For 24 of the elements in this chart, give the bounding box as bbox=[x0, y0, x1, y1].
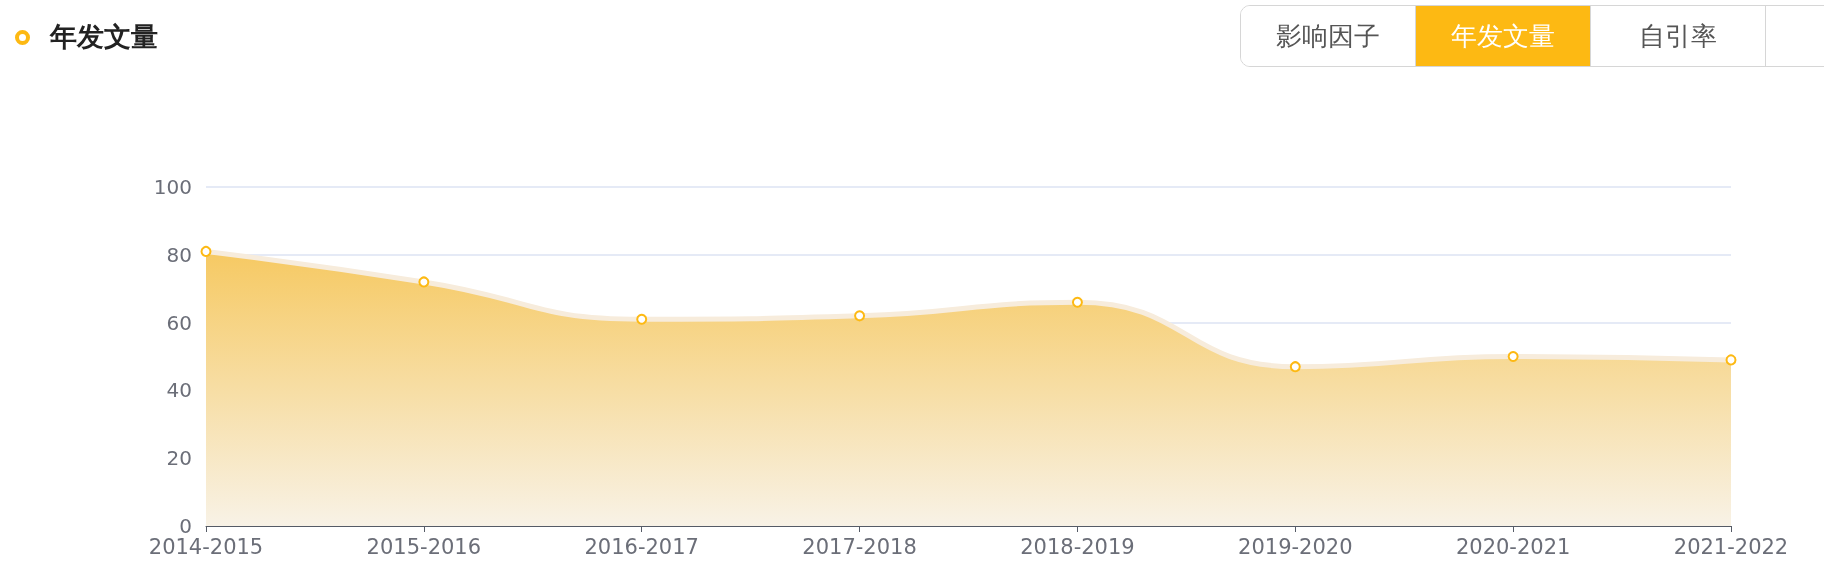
x-tick-label: 2015-2016 bbox=[366, 534, 482, 559]
y-tick-label: 40 bbox=[166, 378, 192, 403]
text: 影响因子 bbox=[1241, 6, 1416, 66]
point bbox=[636, 313, 648, 325]
point bbox=[418, 276, 430, 288]
point bbox=[854, 310, 866, 322]
x-tick-label: 2020-2021 bbox=[1455, 534, 1571, 559]
point bbox=[1725, 354, 1737, 366]
x-tick-label: 2021-2022 bbox=[1673, 534, 1789, 559]
x-tick-label: 2016-2017 bbox=[584, 534, 699, 559]
text: 自引率 bbox=[1591, 6, 1766, 66]
y-tick-label: 20 bbox=[166, 446, 192, 471]
chart-title: 年发文量 bbox=[49, 21, 158, 52]
y-tick-label: 100 bbox=[153, 175, 192, 199]
text: 年发文量 bbox=[1416, 6, 1591, 66]
point bbox=[1071, 296, 1083, 308]
x-tick-label: 2017-2018 bbox=[802, 534, 917, 559]
point bbox=[200, 245, 212, 257]
point bbox=[1289, 361, 1301, 373]
y-tick-label: 60 bbox=[166, 310, 192, 335]
x-tick-label: 2018-2019 bbox=[1020, 534, 1135, 559]
y-tick-label: 80 bbox=[166, 242, 192, 267]
point bbox=[1507, 351, 1519, 362]
x-tick-label: 2019-2020 bbox=[1238, 534, 1353, 559]
